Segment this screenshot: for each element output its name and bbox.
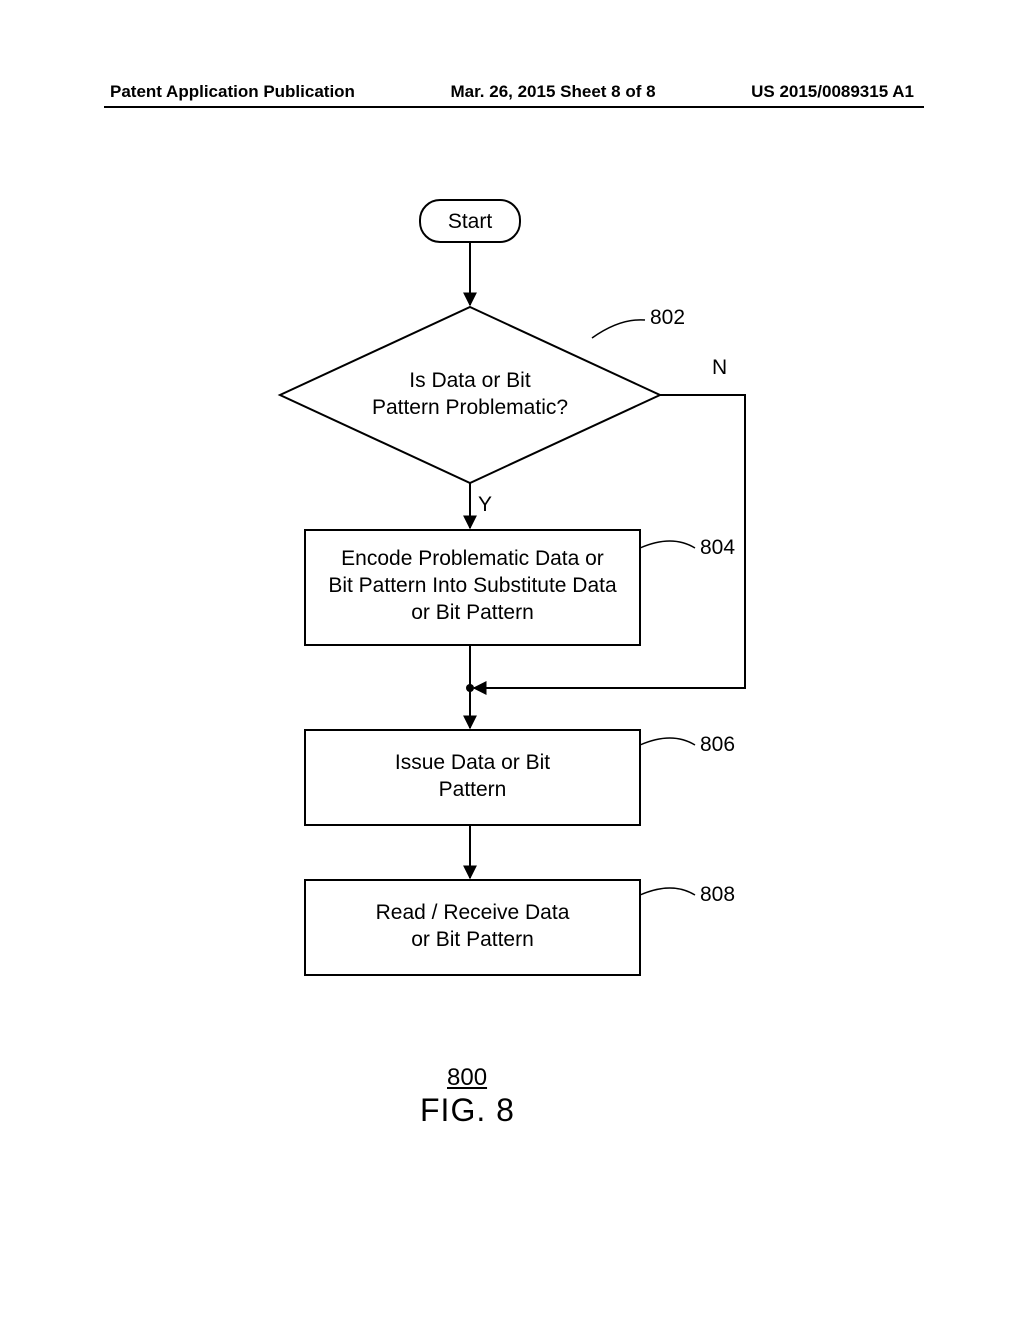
text-issue-2: Pattern: [305, 777, 640, 804]
text-encode-2: Bit Pattern Into Substitute Data: [305, 573, 640, 600]
text-start: Start: [420, 209, 520, 236]
ref-808: 808: [700, 883, 735, 907]
ref-806: 806: [700, 733, 735, 757]
ref-802: 802: [650, 306, 685, 330]
figure-label: FIG. 8: [420, 1092, 515, 1129]
label-no: N: [712, 356, 727, 380]
text-encode-1: Encode Problematic Data or: [305, 546, 640, 573]
ref-804: 804: [700, 536, 735, 560]
label-yes: Y: [478, 493, 492, 517]
leader-808: [640, 888, 695, 895]
leader-802: [592, 320, 645, 338]
text-read-2: or Bit Pattern: [305, 927, 640, 954]
leader-806: [640, 738, 695, 745]
page: Patent Application Publication Mar. 26, …: [0, 0, 1024, 1320]
figure-number: 800: [447, 1064, 487, 1092]
leader-804: [640, 541, 695, 548]
merge-dot: [466, 684, 474, 692]
text-decision-1: Is Data or Bit: [320, 368, 620, 395]
text-decision-2: Pattern Problematic?: [320, 395, 620, 422]
text-issue-1: Issue Data or Bit: [305, 750, 640, 777]
text-encode-3: or Bit Pattern: [305, 600, 640, 627]
text-read-1: Read / Receive Data: [305, 900, 640, 927]
